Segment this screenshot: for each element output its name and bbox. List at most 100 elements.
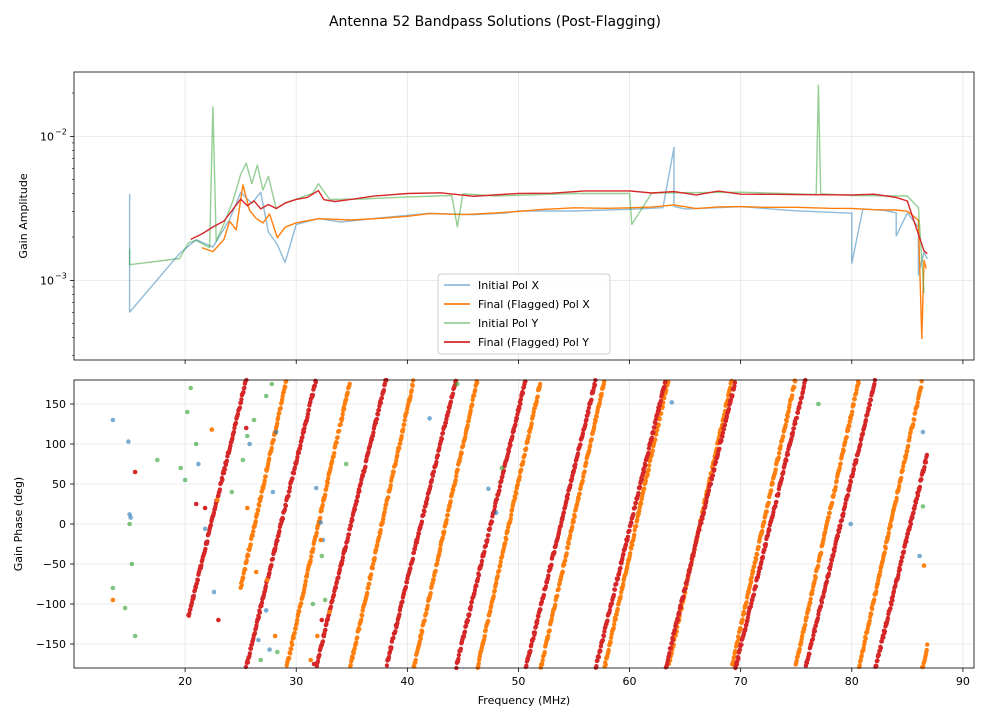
phase-point [785,414,790,419]
phase-point [838,523,843,528]
phase-scatter-point [322,597,328,603]
phase-point [720,434,725,439]
phase-point [830,500,835,506]
phase-scatter-point [275,649,280,655]
phase-scatter-point [110,585,116,591]
phase-point [538,381,543,387]
phase-point [194,581,200,586]
phase-point [857,663,862,668]
phase-point [652,425,657,430]
phase-point [592,424,597,429]
phase-point [787,402,792,407]
phase-point [342,406,347,411]
phase-scatter-point [920,429,926,435]
phase-point [746,590,751,595]
phase-point [467,612,472,617]
phase-point [328,465,333,470]
phase-point [778,443,783,449]
phase-point [257,503,262,508]
phase-point [562,562,567,567]
phase-point [287,656,292,661]
phase-point [776,455,781,460]
phase-point [722,422,728,428]
phase-point [577,491,582,496]
phase-point [428,484,433,489]
phase-scatter-point [265,577,270,583]
phase-point [749,601,754,606]
phase-point [633,500,639,506]
phase-point [885,615,891,621]
amplitude-series-line-2 [201,184,927,340]
phase-point [900,554,905,560]
phase-point [375,412,381,417]
phase-point [882,629,888,634]
phase-point [816,563,821,569]
phase-point [810,636,816,642]
amplitude-series-group [128,84,928,340]
phase-point [410,383,415,388]
phase-point [468,604,474,609]
phase-point [340,555,346,560]
phase-point [255,511,260,516]
phase-point [912,503,918,509]
phase-point [413,543,418,549]
phase-point [832,545,838,550]
phase-scatter-point [343,461,349,467]
phase-point [584,460,589,465]
phase-point [841,511,846,516]
phase-point [896,572,901,577]
phase-point [518,397,524,402]
phase-point [541,592,547,598]
phase-point [395,453,400,458]
phase-point [899,559,904,564]
phase-point [248,542,253,547]
phase-point [450,391,456,396]
phase-point [404,410,409,415]
phase-point [302,426,307,431]
phase-point [476,573,482,578]
phase-point [533,624,539,629]
phase-point [899,475,904,481]
phase-point [802,627,807,632]
phase-point [886,530,891,536]
phase-point [897,484,902,489]
phase-point [376,407,382,413]
phase-point [658,398,664,404]
phase-point [737,647,743,652]
phase-point [409,388,414,393]
phase-point [510,434,515,439]
phase-xtick-label: 60 [623,675,637,688]
phase-point [763,542,769,547]
phase-scatter-point [311,661,317,667]
phase-point [462,629,468,634]
phase-point [491,594,496,599]
phase-point [838,461,843,466]
phase-point [315,659,321,664]
phase-point [531,413,536,418]
phase-point [915,493,921,498]
phase-point [913,410,918,416]
phase-point [257,610,263,615]
phase-point [738,626,743,631]
phase-scatter-point [216,617,221,623]
phase-point [582,469,587,474]
phase-point [863,636,868,641]
phase-point [907,434,912,440]
phase-point [326,476,331,481]
phase-point [531,409,536,415]
phase-point [372,556,377,561]
phase-point [632,505,638,510]
phase-point [448,399,454,404]
phase-ylabel: Gain Phase (deg) [12,477,25,571]
phase-point [465,618,471,623]
phase-point [893,583,898,588]
phase-point [611,625,616,631]
phase-point [815,616,821,621]
phase-point [485,537,490,543]
phase-point [611,592,617,598]
phase-point [832,548,837,554]
phase-point [901,464,906,469]
phase-point [907,438,912,443]
phase-point [230,436,235,441]
phase-point [565,496,570,501]
